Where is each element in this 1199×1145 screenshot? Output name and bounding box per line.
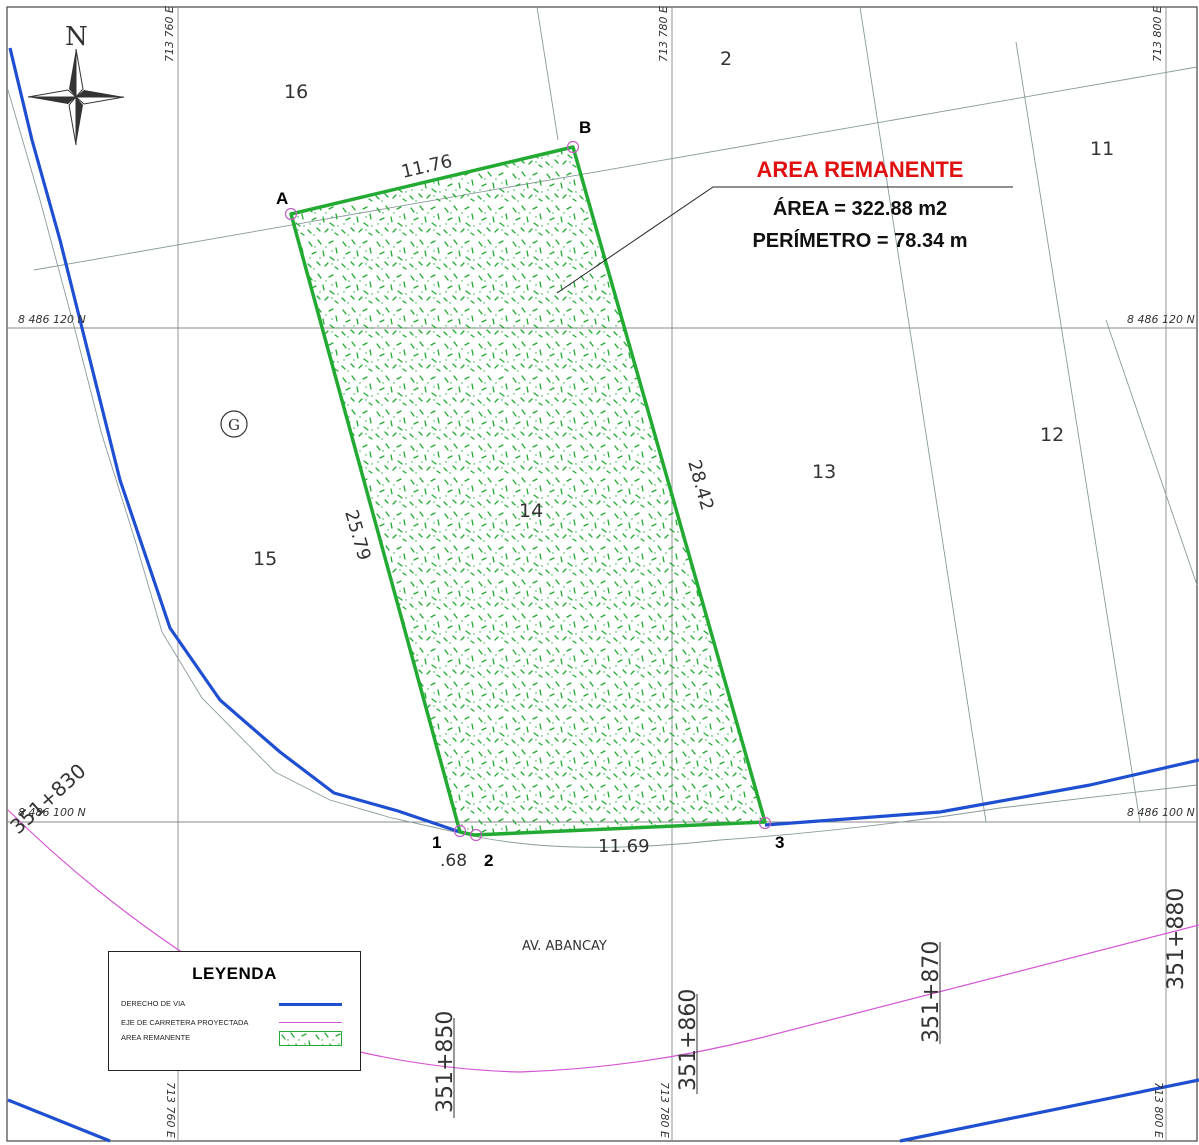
dimension-right: 28.42 — [683, 458, 717, 513]
area-leader-line — [556, 186, 1013, 294]
area-remanente-title: AREA REMANENTE — [756, 157, 964, 182]
vertex-label-3: 3 — [775, 833, 784, 852]
area-value: ÁREA = 322.88 m2 — [772, 198, 948, 220]
lot-number-13: 13 — [812, 461, 836, 483]
coord-label-x-713800-top: 713 800 E — [1151, 6, 1164, 62]
legend-item-remnant-area: AREA REMANENTE — [121, 1033, 191, 1042]
coord-label-x-713800-bottom: 713 800 E — [1152, 1082, 1165, 1138]
legend-title: LEYENDA — [192, 964, 277, 983]
right-of-way-lines — [7, 47, 1199, 1143]
legend-symbol-magenta-line — [279, 1022, 342, 1023]
station-351-880: 351+880 — [1164, 888, 1189, 990]
legend-item-road-axis: EJE DE CARRETERA PROYECTADA — [121, 1018, 249, 1027]
north-arrow-icon — [27, 48, 125, 146]
lot-number-11: 11 — [1090, 138, 1114, 160]
vertex-label-a: A — [276, 189, 288, 208]
coord-label-y-8486120-left: 8 486 120 N — [18, 313, 86, 326]
coord-label-y-8486100-left: 8 486 100 N — [18, 806, 86, 819]
lot-number-2: 2 — [720, 48, 732, 70]
street-name: AV. ABANCAY — [522, 939, 607, 954]
station-351-830: 351+830 — [5, 759, 90, 839]
g-marker-label: G — [228, 416, 240, 434]
lot-number-12: 12 — [1040, 424, 1064, 446]
projected-road-axis — [7, 809, 1199, 1073]
vertex-label-1: 1 — [432, 833, 441, 852]
vertex-markers — [284, 140, 772, 842]
coord-label-x-713780-top: 713 780 E — [657, 6, 670, 62]
coord-label-y-8486100-right: 8 486 100 N — [1127, 806, 1195, 819]
map-frame — [6, 6, 1198, 1142]
coord-label-y-8486120-right: 8 486 120 N — [1127, 313, 1195, 326]
vertex-label-2: 2 — [484, 851, 493, 870]
vertex-label-b: B — [579, 118, 591, 137]
north-label: N — [65, 22, 88, 52]
area-remanente-annotation: AREA REMANENTE ÁREA = 322.88 m2 PERÍMETR… — [705, 155, 1015, 257]
coord-label-x-713780-bottom: 713 780 E — [658, 1082, 671, 1138]
g-marker-circle — [220, 410, 248, 438]
dimension-short: .68 — [440, 851, 467, 871]
legend-item-right-of-way: DERECHO DE VIA — [121, 999, 186, 1008]
coord-label-x-713760-bottom: 713 760 E — [164, 1082, 177, 1138]
lot-number-16: 16 — [284, 81, 308, 103]
legend-box: LEYENDA DERECHO DE VIA EJE DE CARRETERA … — [108, 951, 361, 1071]
lot-number-14: 14 — [519, 500, 543, 522]
lot-number-15: 15 — [253, 548, 277, 570]
coord-label-x-713760-top: 713 760 E — [163, 6, 176, 62]
legend-symbol-green-hatch — [279, 1031, 342, 1046]
perimeter-value: PERÍMETRO = 78.34 m — [752, 230, 968, 252]
dimension-left: 25.79 — [340, 508, 374, 563]
lot-lines — [7, 6, 1198, 848]
dimension-bottom: 11.69 — [598, 836, 650, 857]
legend-symbol-blue-line — [279, 1003, 342, 1006]
remnant-area-polygon — [289, 145, 767, 837]
